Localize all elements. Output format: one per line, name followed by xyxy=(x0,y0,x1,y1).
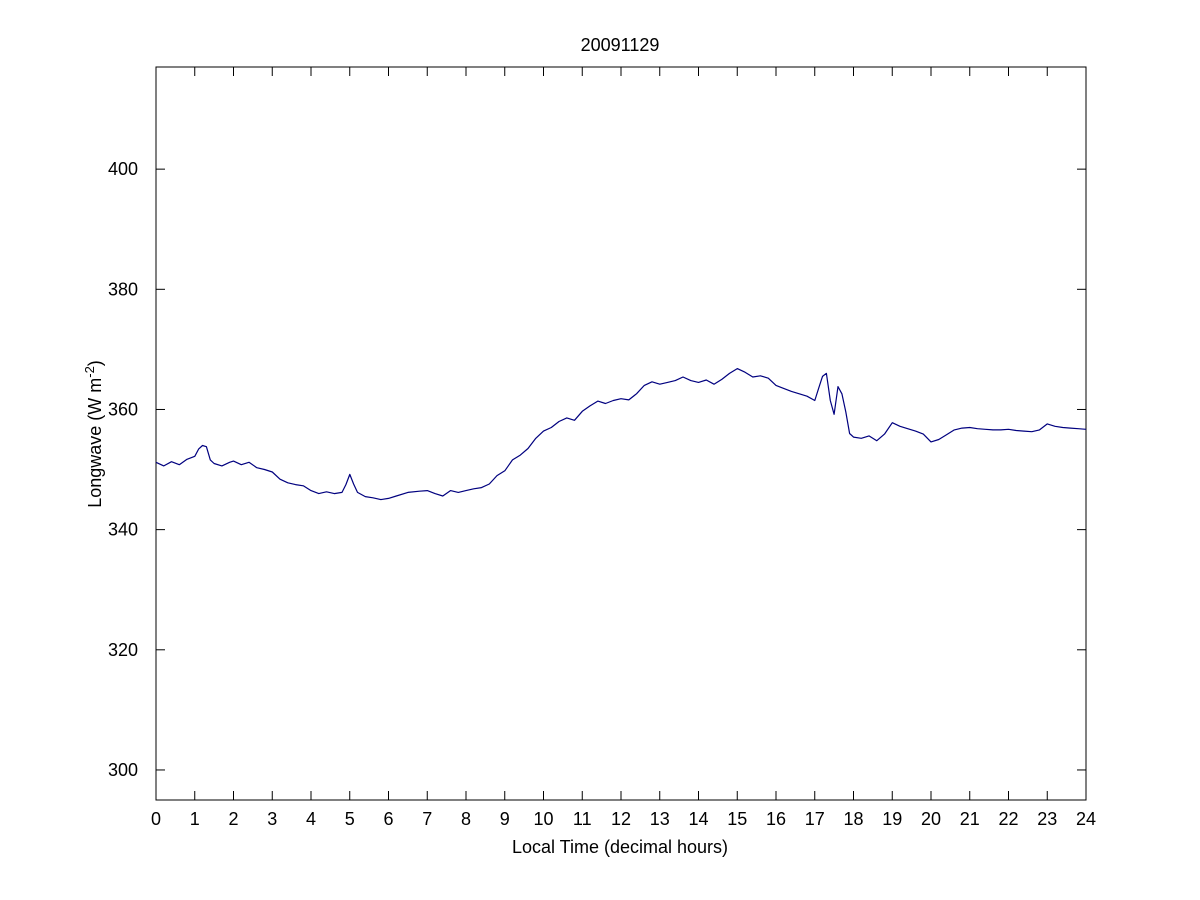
x-tick-label: 14 xyxy=(688,809,708,829)
y-tick-label: 320 xyxy=(108,640,138,660)
x-tick-label: 6 xyxy=(383,809,393,829)
x-tick-label: 9 xyxy=(500,809,510,829)
x-tick-label: 13 xyxy=(650,809,670,829)
x-tick-label: 16 xyxy=(766,809,786,829)
y-tick-label: 340 xyxy=(108,520,138,540)
x-tick-label: 8 xyxy=(461,809,471,829)
y-axis-label-close: ) xyxy=(85,360,105,366)
x-tick-label: 17 xyxy=(805,809,825,829)
plot-area-frame xyxy=(155,66,1087,801)
x-tick-label: 2 xyxy=(228,809,238,829)
y-axis-label: Longwave (W m-2) xyxy=(82,360,105,508)
y-tick-label: 380 xyxy=(108,279,138,299)
x-tick-label: 3 xyxy=(267,809,277,829)
x-tick-label: 5 xyxy=(345,809,355,829)
x-tick-label: 12 xyxy=(611,809,631,829)
x-tick-label: 15 xyxy=(727,809,747,829)
longwave-series-line xyxy=(155,368,1087,501)
y-tick-label: 400 xyxy=(108,159,138,179)
x-tick-label: 22 xyxy=(998,809,1018,829)
y-axis-label-superscript: -2 xyxy=(82,366,97,378)
x-tick-label: 20 xyxy=(921,809,941,829)
x-tick-label: 4 xyxy=(306,809,316,829)
x-tick-label: 7 xyxy=(422,809,432,829)
chart-title: 20091129 xyxy=(581,35,660,55)
x-axis-label: Local Time (decimal hours) xyxy=(512,837,728,857)
y-tick-label: 360 xyxy=(108,399,138,419)
x-tick-label: 18 xyxy=(843,809,863,829)
x-tick-label: 24 xyxy=(1076,809,1096,829)
x-tick-label: 0 xyxy=(151,809,161,829)
x-tick-label: 19 xyxy=(882,809,902,829)
y-tick-label: 300 xyxy=(108,760,138,780)
x-tick-label: 11 xyxy=(573,809,592,829)
x-tick-label: 21 xyxy=(960,809,980,829)
x-tick-label: 10 xyxy=(533,809,553,829)
x-tick-label: 23 xyxy=(1037,809,1057,829)
x-tick-label: 1 xyxy=(190,809,200,829)
y-axis-label-main: Longwave (W m xyxy=(85,378,105,508)
